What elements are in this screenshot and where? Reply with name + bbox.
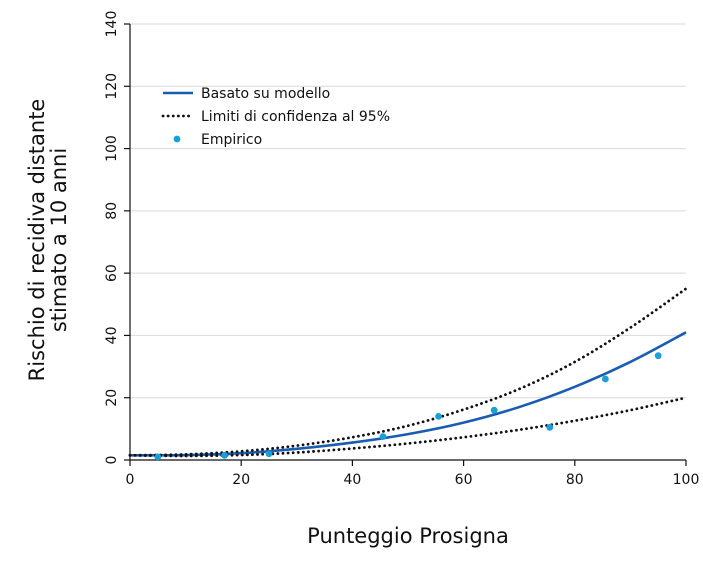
empirico-point-2 <box>265 450 273 458</box>
legend-label-2: Empirico <box>201 132 262 148</box>
x-tick-label-60: 60 <box>455 472 473 488</box>
upper-confidence-line <box>128 287 688 457</box>
axes <box>124 23 687 466</box>
y-tick-label-20: 20 <box>104 389 120 407</box>
y-axis-title-line-2: stimato a 10 anni <box>47 148 71 332</box>
legend-label-1: Limiti di confidenza al 95% <box>201 109 390 125</box>
y-axis-title: Rischio di recidiva distante stimato a 1… <box>25 99 71 382</box>
model-line <box>129 331 687 457</box>
y-tick-label-40: 40 <box>104 327 120 345</box>
empirico-point-4 <box>435 413 442 420</box>
lower-confidence-line <box>128 396 688 458</box>
y-tick-label-0: 0 <box>104 456 120 465</box>
empirico-point-3 <box>379 433 387 441</box>
legend: Basato su modello Limiti di confidenza al… <box>161 86 390 148</box>
y-axis-title-line-1: Rischio di recidiva distante <box>25 99 49 382</box>
y-tick-label-100: 100 <box>104 135 120 162</box>
empirico-point-1 <box>221 451 228 459</box>
tick-labels: 0 20 40 60 80 100 120 140 0 20 40 60 80 100 <box>104 11 699 488</box>
x-tick-label-0: 0 <box>126 472 135 488</box>
legend-marker-empirico <box>173 135 181 143</box>
gridlines <box>130 23 686 399</box>
x-axis-title: Punteggio Prosigna <box>307 524 509 548</box>
empirico-point-8 <box>654 352 662 360</box>
legend-label-0: Basato su modello <box>201 86 330 102</box>
x-tick-label-100: 100 <box>673 472 700 488</box>
empirico-point-6 <box>546 423 554 431</box>
x-tick-label-20: 20 <box>232 472 250 488</box>
y-tick-label-140: 140 <box>104 11 120 38</box>
empirico-point-0 <box>154 453 162 461</box>
x-tick-label-80: 80 <box>566 472 584 488</box>
empirico-point-5 <box>490 406 498 414</box>
y-tick-label-60: 60 <box>104 264 120 282</box>
y-tick-label-120: 120 <box>104 73 120 100</box>
y-tick-label-80: 80 <box>104 202 120 220</box>
x-tick-label-40: 40 <box>343 472 361 488</box>
empirico-point-7 <box>601 375 609 383</box>
series-layer <box>128 287 688 461</box>
